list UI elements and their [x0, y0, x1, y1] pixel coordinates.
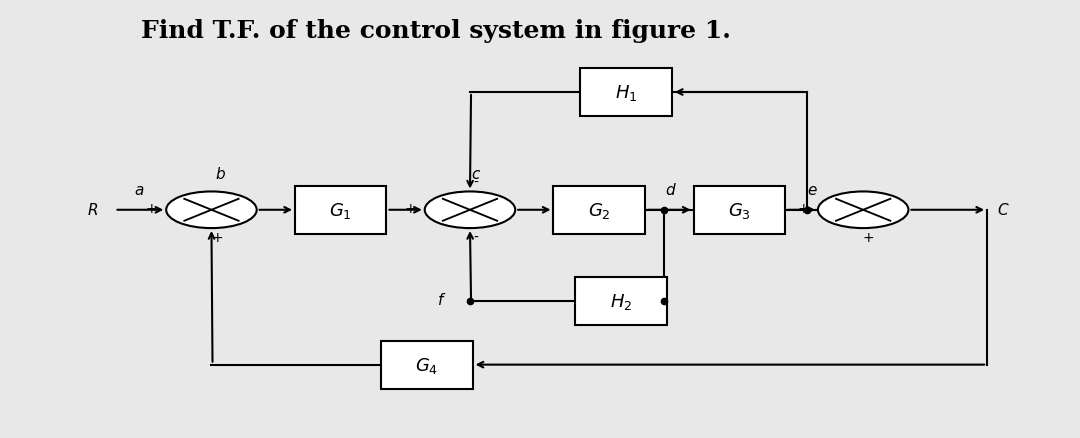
Text: e: e	[808, 182, 816, 197]
Text: a: a	[135, 182, 144, 197]
Text: +: +	[798, 201, 809, 215]
Text: +: +	[211, 231, 222, 245]
Text: $H_2$: $H_2$	[609, 292, 632, 312]
Bar	[553, 186, 645, 234]
Circle shape	[818, 192, 908, 229]
Text: $G_2$: $G_2$	[588, 200, 610, 220]
Text: $G_4$: $G_4$	[416, 355, 438, 375]
Text: -: -	[473, 231, 477, 245]
Text: $H_1$: $H_1$	[615, 83, 637, 103]
Bar	[381, 341, 473, 389]
Text: -: -	[473, 176, 477, 190]
Text: R: R	[87, 203, 98, 218]
Text: $G_3$: $G_3$	[728, 200, 751, 220]
Text: C: C	[998, 203, 1009, 218]
Text: Find T.F. of the control system in figure 1.: Find T.F. of the control system in figur…	[141, 19, 731, 43]
Text: +: +	[146, 201, 158, 215]
Bar	[575, 278, 666, 325]
Bar	[693, 186, 785, 234]
Circle shape	[166, 192, 257, 229]
Text: f: f	[437, 292, 443, 307]
Bar	[580, 69, 672, 117]
Text: d: d	[665, 182, 675, 197]
Text: +: +	[405, 201, 416, 215]
Text: $G_1$: $G_1$	[329, 200, 352, 220]
Bar	[295, 186, 387, 234]
Text: c: c	[471, 166, 480, 181]
Text: +: +	[863, 231, 875, 245]
Circle shape	[424, 192, 515, 229]
Text: b: b	[215, 166, 225, 181]
